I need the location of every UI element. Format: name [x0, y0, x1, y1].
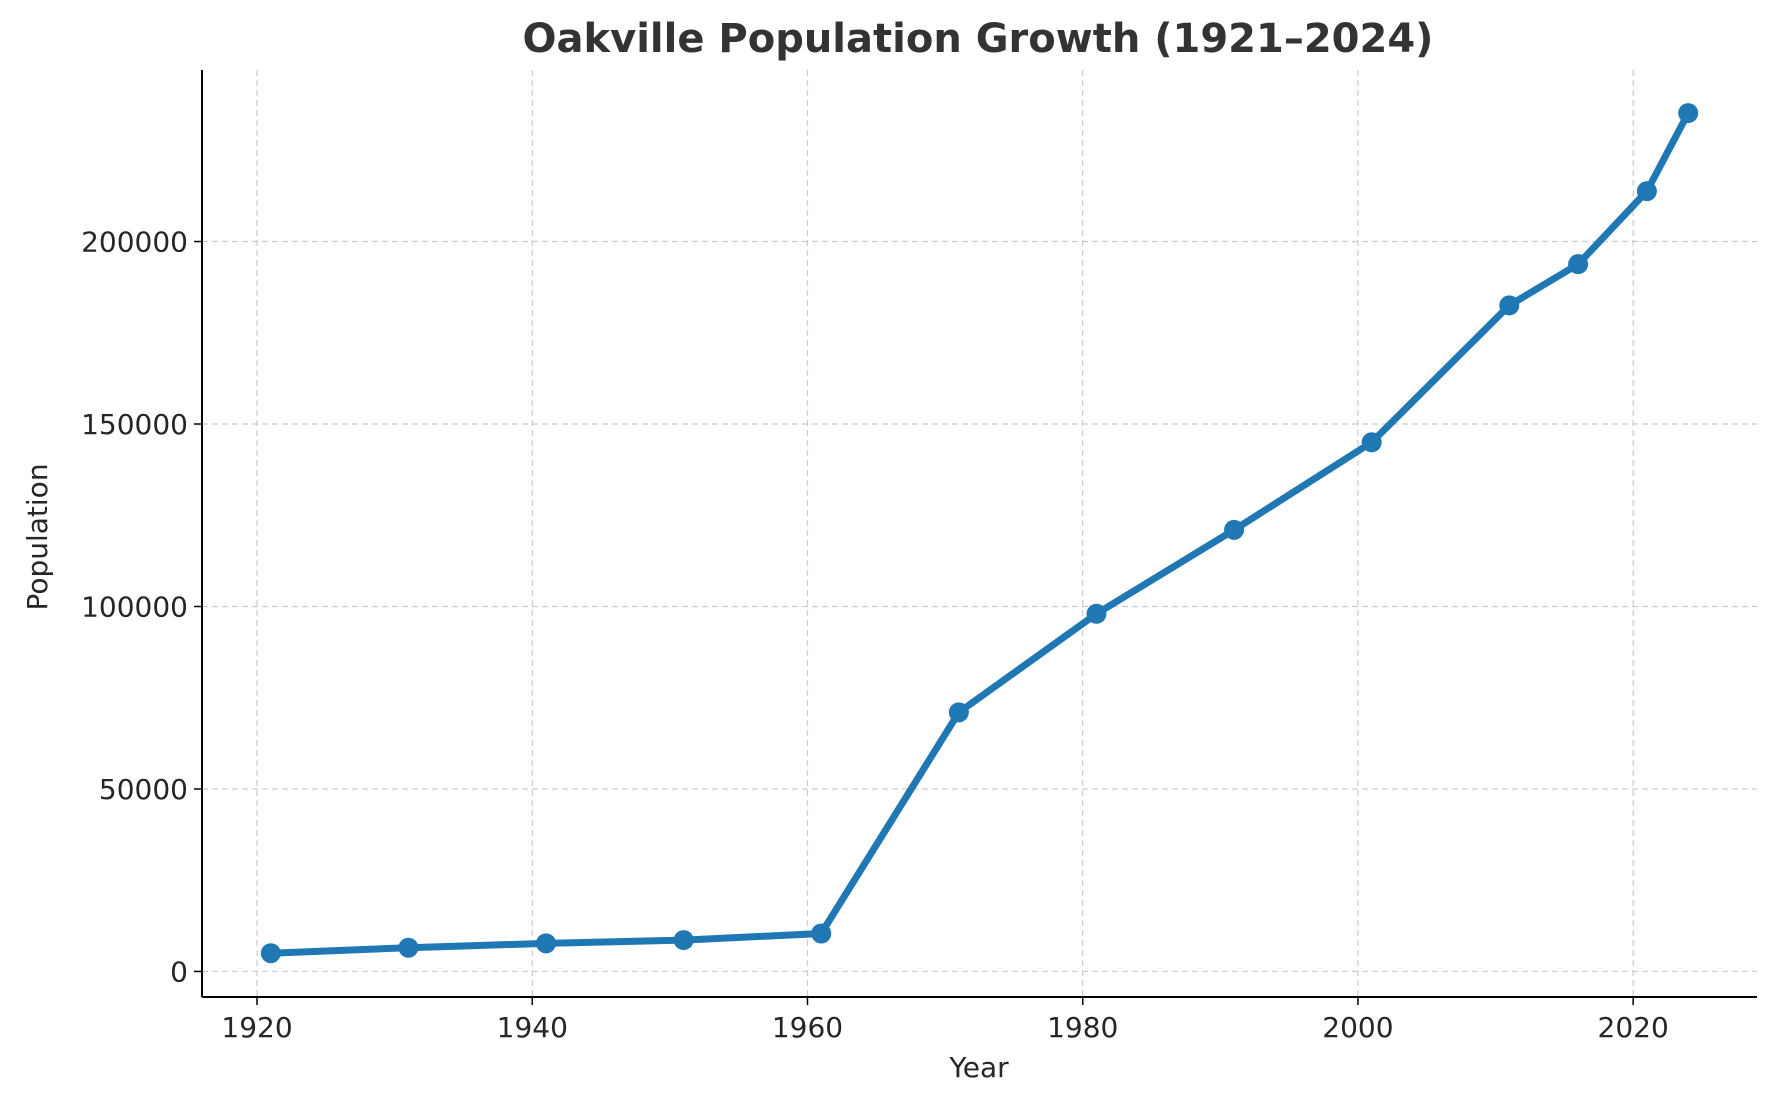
- data-point-1921: [260, 943, 281, 964]
- x-tick-label-2: 1960: [772, 1011, 843, 1044]
- data-point-2011: [1499, 295, 1520, 316]
- data-point-2016: [1568, 254, 1589, 275]
- y-tick-label-4: 200000: [81, 226, 188, 259]
- data-point-2021: [1636, 181, 1657, 202]
- x-axis-label: Year: [948, 1051, 1009, 1084]
- y-axis-label: Population: [21, 463, 54, 610]
- data-point-1941: [536, 933, 557, 954]
- x-tick-label-0: 1920: [221, 1011, 292, 1044]
- y-axis-ticks: 0 50000 100000 150000 200000: [81, 226, 202, 988]
- x-tick-label-1: 1940: [497, 1011, 568, 1044]
- y-tick-label-2: 100000: [81, 590, 188, 623]
- data-point-1971: [948, 702, 969, 723]
- data-point-2024: [1678, 103, 1699, 124]
- data-point-1951: [673, 930, 694, 951]
- chart-title: Oakville Population Growth (1921–2024): [523, 16, 1434, 62]
- x-tick-label-4: 2000: [1322, 1011, 1393, 1044]
- x-tick-label-5: 2020: [1598, 1011, 1669, 1044]
- population-series: [260, 103, 1699, 964]
- data-point-1961: [811, 923, 832, 944]
- data-point-2001: [1361, 432, 1382, 453]
- x-axis-ticks: 1920 1940 1960 1980 2000 2020: [221, 997, 1669, 1044]
- grid-lines: [202, 70, 1757, 997]
- y-tick-label-3: 150000: [81, 408, 188, 441]
- population-line: [267, 109, 1692, 957]
- y-tick-label-0: 0: [170, 955, 188, 988]
- x-tick-label-3: 1980: [1047, 1011, 1118, 1044]
- data-point-1931: [398, 937, 419, 958]
- data-point-1981: [1086, 603, 1107, 624]
- y-tick-label-1: 50000: [99, 773, 188, 806]
- data-point-1991: [1224, 519, 1245, 540]
